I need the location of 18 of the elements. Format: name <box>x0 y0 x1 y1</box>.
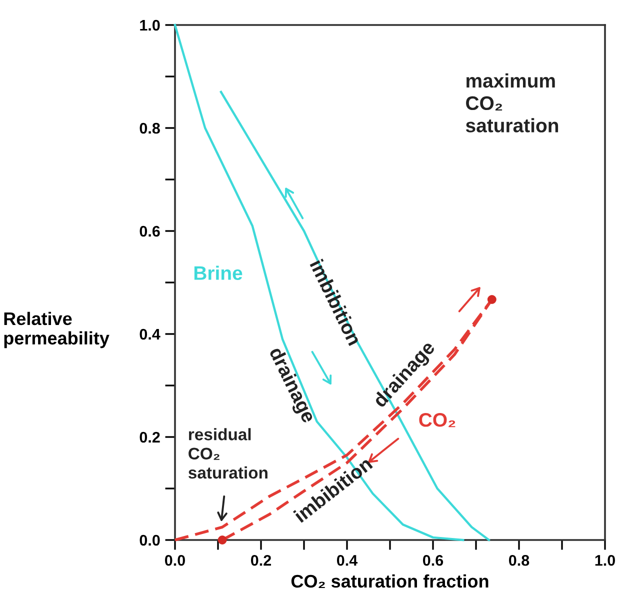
annotation: maximum CO₂ saturation <box>466 73 558 132</box>
x-tick-label: 0.2 <box>250 554 272 566</box>
annotation: residual CO₂ saturation <box>188 428 268 479</box>
x-tick-label: 0.8 <box>508 554 530 566</box>
x-tick-label: 0.4 <box>336 554 358 566</box>
y-tick-label: 0.4 <box>140 328 160 340</box>
annotation: CO₂ <box>419 413 456 428</box>
y-tick-label: 0.6 <box>140 226 160 237</box>
y-tick-label: 0.2 <box>140 432 160 443</box>
y-tick-label: 1.0 <box>140 20 160 31</box>
x-tick-label: 0.6 <box>422 554 444 566</box>
y-tick-label: 0.8 <box>140 122 160 134</box>
x-tick-label: 0.0 <box>164 554 185 566</box>
y-tick-label: 0.0 <box>140 534 160 546</box>
y-axis-title: Relative permeability <box>4 312 110 348</box>
x-axis-title: CO₂ saturation fraction <box>291 574 488 588</box>
x-tick-label: 1.0 <box>595 554 615 566</box>
annotation: Brine <box>194 266 242 280</box>
